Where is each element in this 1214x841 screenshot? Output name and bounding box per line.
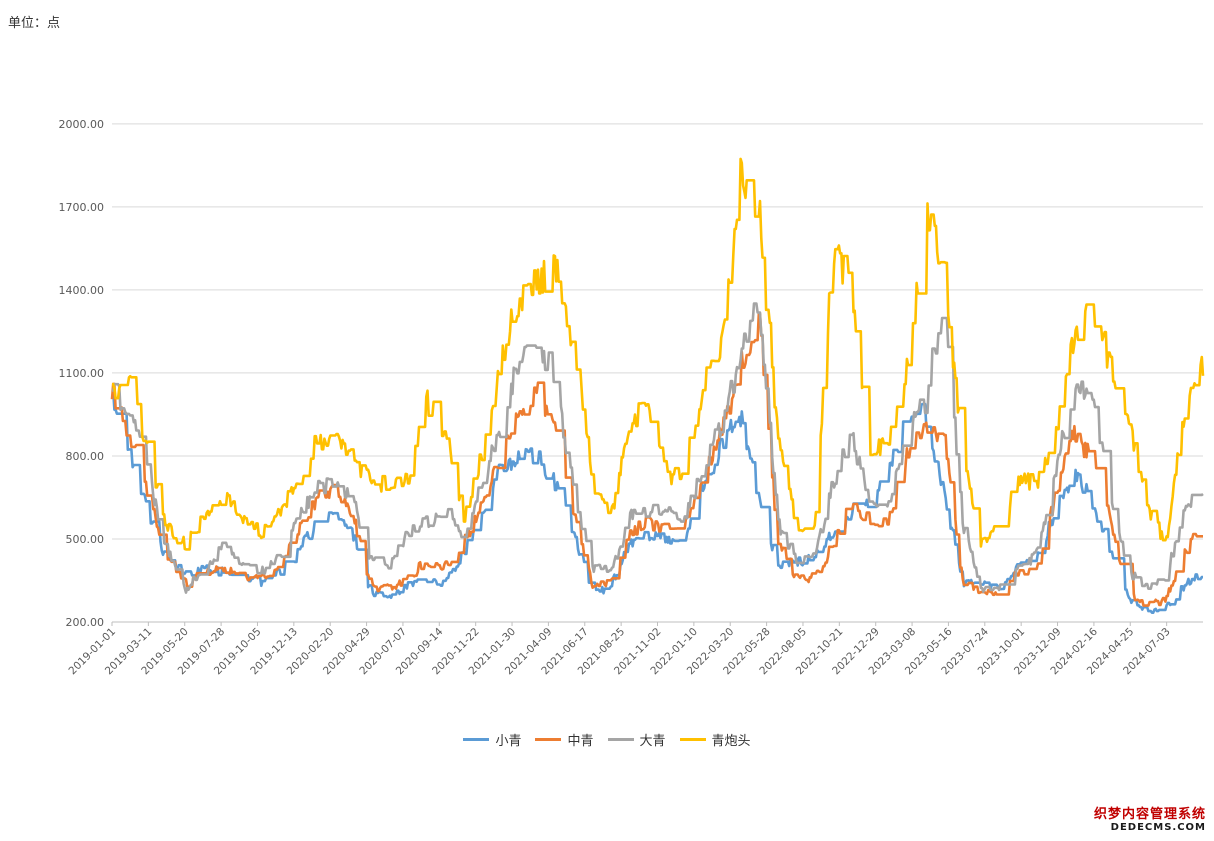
legend-label: 青炮头: [711, 734, 751, 749]
legend-label: 大青: [639, 734, 666, 749]
y-tick-label: 500.00: [66, 533, 105, 546]
legend-label: 小青: [495, 734, 522, 749]
watermark-line1: 织梦内容管理系统: [1093, 807, 1206, 822]
line-chart: 200.00 500.00 800.00 1100.00 1400.00 1700.00 2…: [59, 118, 1205, 677]
legend-label: 中青: [567, 734, 594, 749]
legend-swatch: [607, 738, 634, 741]
y-tick-label: 1100.00: [59, 367, 105, 380]
y-tick-label: 1400.00: [59, 284, 105, 297]
y-tick-label: 200.00: [66, 616, 105, 629]
y-tick-label: 1700.00: [59, 201, 105, 214]
legend-swatch: [535, 738, 562, 741]
unit-label: 单位：点: [8, 16, 61, 31]
watermark-line2: DEDECMS.COM: [1110, 822, 1206, 833]
legend-item: 中青: [535, 730, 594, 749]
series-line-1: [110, 312, 1204, 607]
legend-swatch: [463, 738, 490, 741]
legend-item: 大青: [607, 730, 666, 749]
y-tick-label: 2000.00: [59, 118, 105, 131]
x-axis-ticks: 2019-01-012019-03-112019-05-202019-07-28…: [66, 622, 1173, 677]
series-lines: [110, 157, 1205, 615]
y-tick-label: 800.00: [66, 450, 105, 463]
legend-item: 小青: [463, 730, 521, 749]
series-line-3: [111, 157, 1205, 551]
series-line-2: [111, 302, 1204, 594]
legend: 小青 中青 大青 青炮头: [0, 730, 1214, 749]
y-axis-ticks: 200.00 500.00 800.00 1100.00 1400.00 1700.00 2…: [59, 118, 105, 629]
series-line-0: [111, 389, 1204, 615]
legend-item: 青炮头: [679, 730, 751, 749]
watermark: 织梦内容管理系统 DEDECMS.COM: [1094, 803, 1206, 833]
legend-swatch: [679, 738, 706, 741]
